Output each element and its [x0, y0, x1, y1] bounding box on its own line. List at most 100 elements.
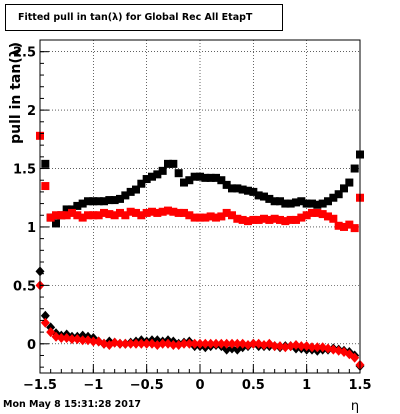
- data-point: [350, 224, 359, 233]
- data-point: [297, 213, 306, 222]
- x-tick-label: 0.5: [242, 378, 265, 393]
- x-tick-label: −0.5: [130, 378, 164, 393]
- data-point: [46, 213, 55, 222]
- data-point: [313, 208, 322, 217]
- data-point: [201, 173, 210, 182]
- data-point: [212, 173, 220, 182]
- data-point: [345, 178, 354, 187]
- series-3: [35, 280, 365, 370]
- data-point: [185, 176, 194, 185]
- data-point: [244, 186, 252, 195]
- data-point: [308, 199, 316, 208]
- data-point: [41, 182, 50, 191]
- data-point: [334, 221, 343, 230]
- data-point: [180, 178, 188, 187]
- data-point: [206, 212, 215, 221]
- data-point: [238, 215, 247, 224]
- data-point: [308, 208, 316, 217]
- y-tick-label: 2: [27, 104, 36, 119]
- data-point: [110, 196, 119, 205]
- data-point: [100, 197, 108, 206]
- data-point: [340, 222, 348, 231]
- data-point: [196, 172, 204, 181]
- data-point: [56, 332, 66, 343]
- x-tick-label: 1: [302, 378, 311, 393]
- data-point: [270, 341, 280, 352]
- y-tick-label: 0.5: [13, 279, 36, 294]
- data-point: [217, 212, 226, 221]
- data-point: [68, 208, 76, 217]
- data-point: [222, 180, 231, 189]
- data-point: [116, 208, 124, 217]
- data-point: [302, 211, 311, 220]
- data-point: [137, 179, 146, 188]
- data-point: [292, 215, 300, 224]
- data-point: [174, 208, 183, 217]
- data-point: [46, 327, 56, 338]
- data-point: [313, 200, 322, 209]
- data-point: [40, 310, 50, 321]
- data-point: [196, 213, 204, 222]
- data-point: [89, 211, 98, 220]
- data-point: [78, 199, 87, 208]
- data-point: [334, 190, 343, 199]
- timestamp: Mon May 8 15:31:28 2017: [3, 399, 142, 410]
- data-point: [169, 207, 178, 216]
- data-point: [78, 213, 87, 222]
- data-point: [190, 338, 200, 349]
- x-tick-label: −1: [83, 378, 103, 393]
- data-point: [270, 214, 279, 223]
- data-point: [94, 211, 103, 220]
- data-point: [94, 197, 103, 206]
- data-point: [62, 211, 71, 220]
- data-point: [276, 197, 284, 206]
- data-point: [265, 215, 274, 224]
- data-point: [169, 159, 178, 168]
- data-point: [115, 338, 125, 349]
- data-point: [318, 210, 327, 219]
- data-point: [329, 193, 338, 202]
- data-point: [350, 352, 360, 363]
- data-point: [67, 334, 77, 345]
- x-tick-label: 1.5: [348, 378, 371, 393]
- data-point: [297, 197, 306, 206]
- data-point: [84, 197, 92, 206]
- data-point: [248, 338, 258, 349]
- data-point: [312, 342, 322, 353]
- data-point: [190, 172, 199, 181]
- y-tick-label: 1.5: [13, 163, 36, 178]
- data-point: [62, 205, 71, 214]
- data-point: [350, 164, 359, 173]
- data-point: [329, 214, 338, 223]
- data-point: [195, 338, 205, 349]
- data-point: [286, 199, 295, 208]
- data-point: [281, 199, 290, 208]
- data-point: [110, 211, 119, 220]
- data-point: [318, 199, 327, 208]
- data-point: [164, 206, 172, 215]
- data-point: [120, 338, 130, 349]
- data-point: [227, 338, 237, 349]
- data-point: [142, 338, 152, 349]
- y-axis-label: pull in tan(λ): [8, 42, 24, 144]
- data-point: [142, 175, 151, 184]
- x-tick-label: −1.5: [23, 378, 57, 393]
- data-point: [270, 197, 279, 206]
- data-point: [158, 207, 167, 216]
- data-point: [260, 214, 268, 223]
- data-point: [132, 208, 140, 217]
- y-tick-label: 2.5: [13, 46, 36, 61]
- chart-title: Fitted pull in tan(λ) for Global Rec All…: [5, 4, 283, 31]
- data-point: [296, 341, 306, 352]
- data-point: [73, 211, 82, 220]
- data-point: [216, 338, 226, 349]
- axes: −1.5 −1 −0.5 0 0.5 1 1.5 0 0.5 1 1.5 2 2.5: [13, 39, 372, 393]
- data-point: [126, 187, 135, 196]
- data-point: [254, 191, 263, 200]
- data-point: [292, 198, 300, 207]
- data-point: [89, 197, 98, 206]
- data-point: [100, 208, 108, 217]
- data-point: [206, 338, 216, 349]
- data-point: [174, 169, 183, 178]
